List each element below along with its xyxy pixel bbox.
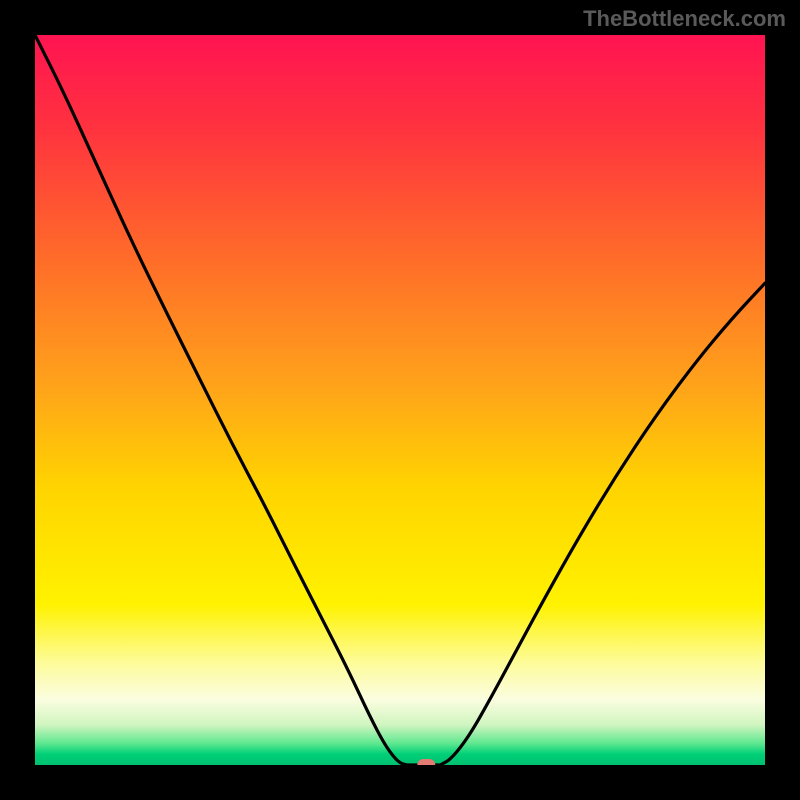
bottleneck-chart: [35, 35, 765, 765]
chart-container: [35, 35, 765, 765]
gradient-background: [35, 35, 765, 765]
watermark-text: TheBottleneck.com: [583, 6, 786, 32]
